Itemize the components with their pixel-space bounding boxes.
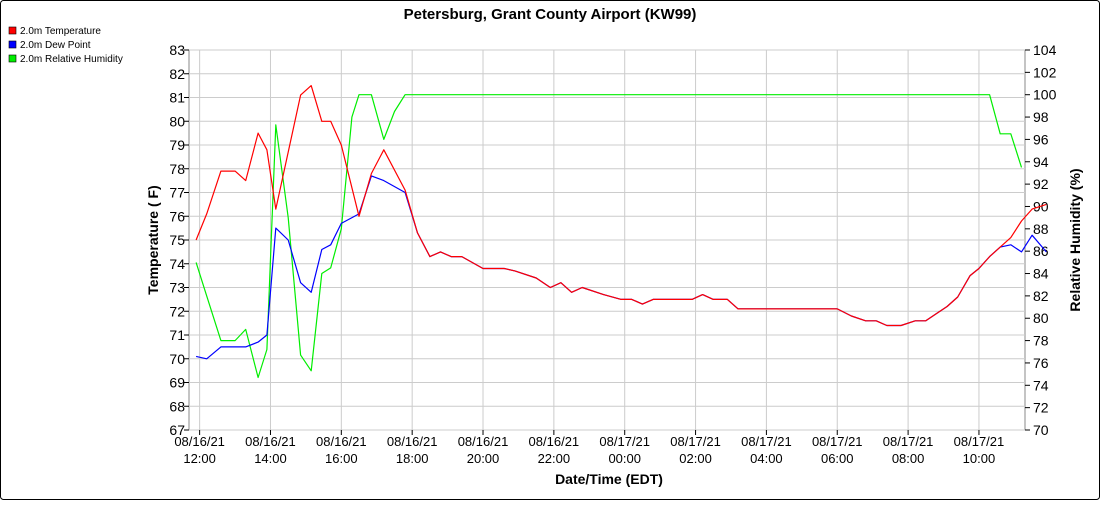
left-tick-label: 73 (169, 280, 185, 296)
right-tick-label: 104 (1033, 42, 1057, 58)
x-axis-label: Date/Time (EDT) (555, 471, 663, 487)
x-tick-time: 06:00 (821, 451, 854, 466)
left-tick-label: 79 (169, 137, 185, 153)
left-axis-ticks: 67 68 69 70 71 72 73 74 75 76 77 78 79 80 81 82 83 (169, 42, 189, 438)
right-tick-label: 92 (1033, 176, 1049, 192)
right-tick-label: 86 (1033, 243, 1049, 259)
left-tick-label: 80 (169, 113, 185, 129)
right-tick-label: 98 (1033, 109, 1049, 125)
left-tick-label: 72 (169, 303, 185, 319)
x-tick-time: 18:00 (396, 451, 429, 466)
left-tick-label: 78 (169, 161, 185, 177)
grid-layer (189, 49, 1025, 431)
y-axis-label-right: Relative Humidity (%) (1067, 168, 1083, 311)
series-line-2-0m-temperature (195, 84, 1047, 327)
series-line-2-0m-relative-humidity (195, 94, 1023, 379)
x-tick-date: 08/16/21 (387, 434, 438, 449)
right-tick-label: 72 (1033, 400, 1049, 416)
right-tick-label: 74 (1033, 377, 1049, 393)
x-tick-time: 12:00 (183, 451, 216, 466)
legend: 2.0m Temperature 2.0m Dew Point 2.0m Relat… (8, 26, 123, 65)
left-tick-label: 75 (169, 232, 185, 248)
x-tick-date: 08/17/21 (812, 434, 863, 449)
x-tick-time: 08:00 (892, 451, 925, 466)
left-tick-label: 74 (169, 256, 185, 272)
x-tick-date: 08/17/21 (954, 434, 1005, 449)
right-tick-label: 84 (1033, 266, 1049, 282)
legend-swatch (8, 26, 17, 35)
x-tick-date: 08/16/21 (316, 434, 367, 449)
left-tick-label: 70 (169, 351, 185, 367)
left-tick-label: 76 (169, 208, 185, 224)
x-tick-date: 08/16/21 (245, 434, 296, 449)
legend-label: 2.0m Dew Point (20, 40, 91, 51)
right-tick-label: 96 (1033, 131, 1049, 147)
legend-swatch (8, 40, 17, 49)
x-tick-time: 02:00 (679, 451, 712, 466)
left-tick-label: 82 (169, 66, 185, 82)
right-tick-label: 78 (1033, 333, 1049, 349)
right-tick-label: 88 (1033, 221, 1049, 237)
right-tick-label: 100 (1033, 87, 1057, 103)
legend-label: 2.0m Relative Humidity (20, 54, 123, 65)
right-tick-label: 94 (1033, 154, 1049, 170)
chart-title: Petersburg, Grant County Airport (KW99) (404, 6, 697, 23)
left-tick-label: 81 (169, 90, 185, 106)
y-axis-label-left: Temperature ( F) (145, 185, 161, 294)
x-tick-date: 08/17/21 (599, 434, 650, 449)
left-tick-label: 69 (169, 375, 185, 391)
x-tick-time: 10:00 (963, 451, 996, 466)
left-tick-label: 67 (169, 422, 185, 438)
right-tick-label: 80 (1033, 310, 1049, 326)
x-tick-date: 08/17/21 (883, 434, 934, 449)
left-tick-label: 83 (169, 42, 185, 58)
x-tick-date: 08/16/21 (458, 434, 509, 449)
right-tick-label: 102 (1033, 64, 1057, 80)
right-tick-label: 82 (1033, 288, 1049, 304)
left-tick-label: 71 (169, 327, 185, 343)
right-tick-label: 76 (1033, 355, 1049, 371)
x-tick-time: 04:00 (750, 451, 783, 466)
x-tick-time: 00:00 (608, 451, 641, 466)
legend-label: 2.0m Temperature (20, 26, 101, 37)
x-tick-time: 16:00 (325, 451, 358, 466)
x-tick-date: 08/16/21 (529, 434, 580, 449)
x-axis-ticks: 08/16/21 12:00 08/16/21 14:00 08/16/21 16:00 0… (174, 430, 1004, 466)
x-tick-date: 08/16/21 (174, 434, 225, 449)
series-layer (195, 84, 1047, 379)
x-tick-time: 20:00 (467, 451, 500, 466)
x-tick-date: 08/17/21 (741, 434, 792, 449)
left-tick-label: 77 (169, 185, 185, 201)
x-tick-time: 14:00 (254, 451, 287, 466)
legend-swatch (8, 54, 17, 63)
x-tick-time: 22:00 (538, 451, 571, 466)
right-tick-label: 70 (1033, 422, 1049, 438)
left-tick-label: 68 (169, 398, 185, 414)
x-tick-date: 08/17/21 (670, 434, 721, 449)
